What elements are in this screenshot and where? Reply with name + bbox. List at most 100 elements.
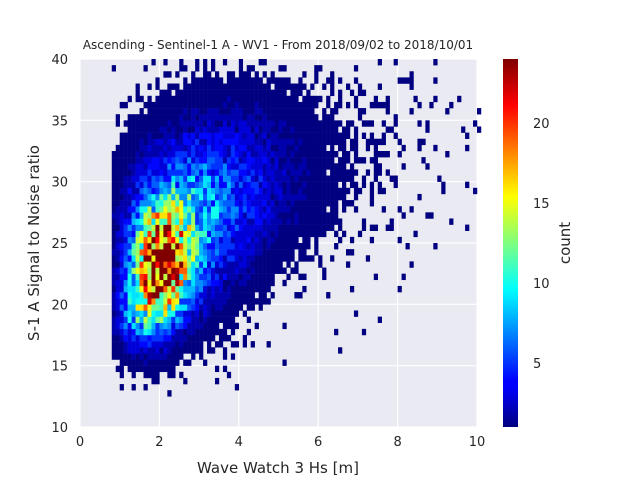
heatmap-cell (246, 279, 251, 287)
heatmap-cell (127, 144, 132, 152)
heatmap-cell (258, 187, 263, 195)
heatmap-cell (234, 89, 240, 97)
heatmap-cell (270, 249, 275, 256)
heatmap-cell (330, 83, 335, 90)
heatmap-cell (234, 310, 240, 317)
heatmap-cell (203, 77, 208, 84)
heatmap-cell (234, 261, 240, 268)
heatmap-cell (310, 230, 315, 238)
heatmap-cell (421, 138, 426, 146)
heatmap-cell (167, 365, 172, 373)
heatmap-cell (115, 298, 120, 305)
heatmap-cell (318, 169, 323, 176)
heatmap-cell (246, 292, 251, 299)
heatmap-cell (226, 187, 232, 195)
heatmap-cell (214, 212, 220, 219)
heatmap-cell (175, 273, 180, 281)
heatmap-cell (163, 126, 168, 133)
heatmap-cell (123, 212, 128, 219)
heatmap-cell (179, 175, 184, 182)
heatmap-cell (250, 175, 255, 182)
heatmap-cell (139, 169, 144, 176)
heatmap-cell (171, 212, 176, 219)
heatmap-cell (290, 255, 295, 262)
heatmap-cell (377, 181, 382, 189)
heatmap-cell (214, 249, 220, 256)
heatmap-cell (175, 132, 180, 139)
heatmap-cell (338, 193, 343, 201)
heatmap-cell (266, 279, 271, 287)
heatmap-cell (222, 206, 228, 213)
heatmap-cell (159, 224, 164, 231)
heatmap-cell (127, 328, 132, 336)
heatmap-cell (179, 114, 184, 121)
heatmap-cell (322, 187, 327, 195)
heatmap-cell (131, 224, 136, 231)
heatmap-cell (187, 328, 192, 336)
heatmap-cell (218, 144, 224, 152)
heatmap-cell (119, 335, 124, 342)
heatmap-cell (163, 322, 168, 330)
heatmap-cell (242, 212, 247, 219)
heatmap-cell (250, 341, 255, 348)
heatmap-cell (234, 279, 240, 287)
heatmap-cell (167, 243, 172, 250)
heatmap-cell (218, 255, 224, 262)
heatmap-cell (123, 236, 128, 244)
heatmap-cell (274, 261, 279, 268)
heatmap-cell (111, 298, 116, 305)
heatmap-cell (314, 175, 319, 182)
heatmap-cell (345, 200, 351, 207)
heatmap-cell (342, 126, 347, 133)
heatmap-cell (175, 255, 180, 262)
heatmap-cell (195, 163, 200, 170)
heatmap-cell (167, 157, 172, 164)
heatmap-cell (258, 292, 263, 299)
heatmap-cell (131, 347, 136, 354)
heatmap-cell (377, 151, 382, 158)
heatmap-cell (143, 187, 148, 195)
heatmap-cell (234, 95, 240, 103)
heatmap-cell (187, 285, 192, 293)
heatmap-cell (226, 212, 232, 219)
heatmap-cell (203, 132, 208, 139)
heatmap-cell (365, 255, 371, 262)
heatmap-cell (254, 132, 259, 139)
heatmap-cell (167, 169, 172, 176)
heatmap-cell (226, 310, 232, 317)
heatmap-cell (147, 187, 152, 195)
heatmap-cell (353, 187, 359, 195)
heatmap-cell (123, 292, 128, 299)
heatmap-cell (187, 200, 192, 207)
heatmap-cell (115, 279, 120, 287)
heatmap-cell (111, 236, 116, 244)
heatmap-cell (195, 144, 200, 152)
heatmap-cell (254, 77, 259, 84)
heatmap-cell (131, 144, 136, 152)
heatmap-cell (349, 200, 355, 207)
heatmap-cell (175, 285, 180, 293)
heatmap-cell (326, 114, 331, 121)
heatmap-cell (171, 83, 176, 90)
heatmap-cell (234, 243, 240, 250)
heatmap-cell (282, 101, 287, 109)
heatmap-cell (195, 206, 200, 213)
heatmap-cell (151, 249, 156, 256)
heatmap-cell (207, 138, 212, 146)
heatmap-cell (226, 144, 232, 152)
heatmap-cell (195, 267, 200, 274)
heatmap-cell (155, 144, 160, 152)
heatmap-cell (143, 359, 148, 366)
heatmap-cell (298, 108, 303, 115)
heatmap-cell (302, 236, 307, 244)
heatmap-cell (147, 335, 152, 342)
heatmap-cell (139, 310, 144, 317)
heatmap-cell (262, 120, 267, 127)
heatmap-cell (211, 279, 216, 287)
heatmap-cell (127, 212, 132, 219)
colorbar-tick-label: 10 (533, 277, 550, 292)
heatmap-cell (246, 120, 251, 127)
heatmap-cell (254, 298, 259, 305)
heatmap-cell (246, 285, 251, 293)
heatmap-cell (226, 138, 232, 146)
